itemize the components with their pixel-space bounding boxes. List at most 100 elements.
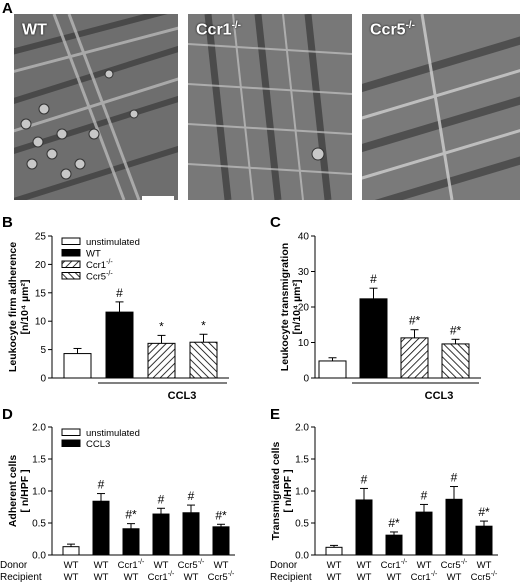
chart-e-significance-label: #* [388, 516, 400, 530]
chart-d-bar [182, 512, 200, 556]
chart-e-bar [385, 534, 403, 556]
chart-e-significance-label: # [421, 488, 428, 502]
micrograph-ccr1-label: Ccr1-/- [196, 20, 242, 39]
chart-e-donor-label: WT [417, 560, 432, 571]
chart-b-bar [63, 353, 92, 379]
chart-e-recipient-label: WT [447, 572, 462, 583]
chart-d-donor-label: Ccr1-/- [118, 559, 145, 571]
chart-c-significance-label: #* [409, 314, 421, 328]
chart-c-bar [441, 343, 470, 379]
chart-b-legend-label: unstimulated [86, 237, 140, 248]
chart-d-recipient-title: Recipient [0, 572, 42, 583]
chart-c-group-label: CCL3 [425, 390, 454, 402]
panel-letter-d: D [2, 406, 13, 423]
chart-d-ylabel: Adherent cells [7, 455, 19, 528]
micrograph-wt-image [14, 14, 178, 200]
chart-b-ylabel-units: [n/10⁴ µm²] [19, 280, 31, 335]
chart-d-significance-label: # [158, 492, 165, 506]
chart-b-group-label: CCL3 [168, 390, 197, 402]
panel-letter-c: C [270, 214, 281, 231]
chart-c-ytick-label: 0 [303, 374, 309, 385]
chart-d-donor-label: WT [94, 560, 109, 571]
chart-d-ytick-label: 2.0 [32, 423, 46, 434]
chart-e-bar [355, 499, 373, 556]
chart-e-bar [475, 525, 493, 556]
chart-c-ylabel: Leukocyte transmigration [279, 243, 291, 371]
chart-e-ytick-label: 1.5 [295, 455, 309, 466]
scale-bar [142, 196, 174, 200]
chart-c-significance-label: # [370, 272, 377, 286]
micrograph-wt-label: WT [22, 21, 47, 39]
micrograph-ccr5-image [362, 14, 520, 200]
chart-e-donor-label: WT [477, 560, 492, 571]
chart-b-ytick-label: 10 [35, 317, 47, 328]
chart-d-recipient-label: WT [64, 572, 79, 583]
chart-b-bar [189, 341, 218, 379]
chart-c-bar [318, 360, 347, 379]
chart-d-significance-label: # [98, 478, 105, 492]
chart-e-donor-label: Ccr5-/- [441, 559, 468, 571]
chart-d-ylabel-units: [ n/HPF ] [19, 469, 31, 512]
panel-letter-a: A [2, 0, 13, 17]
chart-e-ylabel-units: [ n/HPF ] [282, 469, 294, 512]
chart-e-ylabel: Transmigrated cells [270, 442, 282, 541]
chart-c-ytick-label: 10 [298, 338, 310, 349]
chart-b-ytick-label: 20 [35, 260, 47, 271]
chart-b-legend-swatch [61, 237, 81, 245]
chart-b-legend-label: Ccr1-/- [86, 259, 113, 271]
chart-d-legend-swatch [61, 439, 81, 447]
chart-e-recipient-label: WT [327, 572, 342, 583]
chart-d-donor-title: Donor [0, 560, 28, 571]
chart-d-recipient-label: Ccr1-/- [148, 571, 175, 583]
chart-e-ytick-label: 2.0 [295, 423, 309, 434]
chart-c-ytick-label: 20 [298, 303, 310, 314]
chart-e-donor-label: WT [327, 560, 342, 571]
panel-letter-b: B [2, 214, 13, 231]
chart-e-bar [325, 546, 343, 556]
chart-e-significance-label: #* [478, 505, 490, 519]
chart-e-recipient-title: Recipient [270, 572, 312, 583]
micrograph-ccr5: Ccr5-/- [362, 14, 520, 200]
chart-e-ytick-label: 1.0 [295, 487, 309, 498]
chart-d-significance-label: # [188, 489, 195, 503]
chart-d-recipient-label: WT [184, 572, 199, 583]
chart-e-bar [445, 498, 463, 556]
chart-b-bar [147, 342, 176, 379]
chart-b-ytick-label: 0 [40, 374, 46, 385]
micrograph-ccr1: Ccr1-/- [188, 14, 352, 200]
chart-b-bar [105, 311, 134, 379]
chart-b-significance-label: * [201, 318, 206, 332]
chart-e-recipient-label: Ccr1-/- [411, 571, 438, 583]
chart-e-recipient-label: WT [387, 572, 402, 583]
chart-c-ylabel-units: [n/10⁴ µm²] [291, 280, 303, 335]
chart-b-ytick-label: 5 [40, 345, 46, 356]
chart-b-legend-swatch [61, 260, 81, 268]
chart-c-ytick-label: 40 [298, 232, 310, 243]
chart-b-ytick-label: 15 [35, 288, 47, 299]
chart-d-legend-label: unstimulated [86, 428, 140, 439]
chart-e-significance-label: # [361, 472, 368, 486]
chart-e-ytick-label: 0.5 [295, 519, 309, 530]
chart-c-significance-label: #* [450, 323, 462, 337]
chart-d-legend-label: CCL3 [86, 439, 110, 450]
micrograph-wt: WT [14, 14, 178, 200]
chart-d-recipient-label: Ccr5-/- [208, 571, 235, 583]
chart-c-bar [359, 298, 388, 379]
chart-d-donor-label: WT [154, 560, 169, 571]
chart-c-ytick-label: 30 [298, 267, 310, 278]
micrograph-ccr1-image [188, 14, 352, 200]
chart-c-bar [400, 337, 429, 379]
chart-d-donor-label: WT [64, 560, 79, 571]
chart-d-bar [212, 526, 230, 556]
chart-d-recipient-label: WT [94, 572, 109, 583]
chart-b-legend-swatch [61, 249, 81, 257]
chart-d-legend-swatch [61, 428, 81, 436]
chart-d-ytick-label: 0.5 [32, 519, 46, 530]
chart-b-legend-label: Ccr5-/- [86, 271, 113, 283]
chart-b-ylabel: Leukocyte firm adherence [7, 242, 19, 372]
chart-d-significance-label: #* [215, 508, 227, 522]
chart-d-significance-label: #* [125, 508, 137, 522]
chart-d-bar [152, 513, 170, 556]
chart-d-ytick-label: 1.0 [32, 487, 46, 498]
